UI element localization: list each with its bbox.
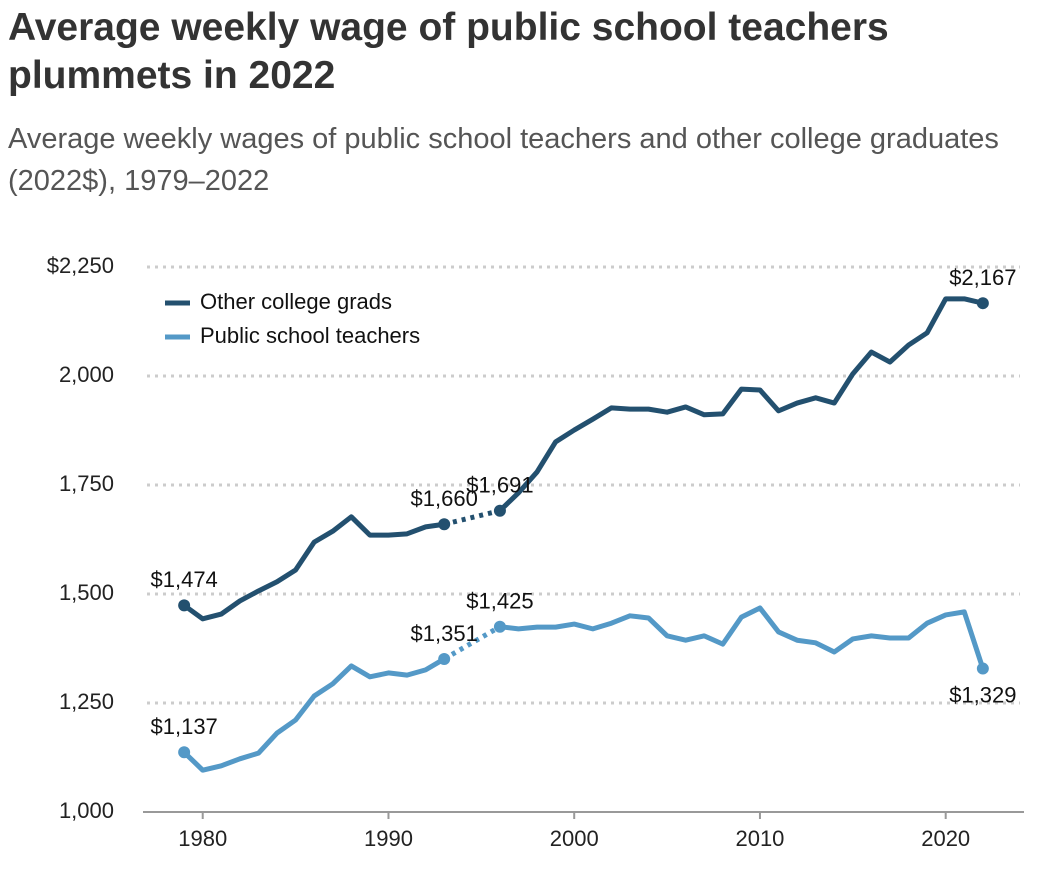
x-tick-label: 2000 [550, 826, 599, 851]
data-label: $1,137 [151, 714, 218, 739]
legend-label: Public school teachers [200, 323, 420, 348]
series-line [182, 296, 984, 622]
x-tick-label: 1980 [178, 826, 227, 851]
data-label: $2,167 [949, 265, 1016, 290]
data-label: $1,351 [411, 621, 478, 646]
x-tick-label: 2020 [921, 826, 970, 851]
y-tick-label: $2,250 [47, 253, 114, 278]
chart-subtitle: Average weekly wages of public school te… [8, 123, 999, 197]
data-label: $1,474 [151, 567, 218, 592]
point-marker [976, 662, 989, 675]
y-tick-label: 1,500 [59, 580, 114, 605]
point-marker [438, 652, 451, 665]
y-tick-label: 1,000 [59, 798, 114, 823]
x-tick-label: 1990 [364, 826, 413, 851]
x-tick-label: 2010 [735, 826, 784, 851]
chart-title: Average weekly wage of public school tea… [8, 6, 889, 97]
point-marker [178, 746, 191, 759]
data-label: $1,329 [949, 682, 1016, 707]
y-tick-label: 2,000 [59, 362, 114, 387]
y-tick-label: 1,250 [59, 689, 114, 714]
gap-connector [443, 508, 501, 527]
y-tick-label: 1,750 [59, 471, 114, 496]
point-marker [493, 504, 506, 517]
data-label: $1,691 [466, 473, 533, 498]
data-label: $1,425 [466, 589, 533, 614]
point-marker [438, 518, 451, 531]
data-label: $1,660 [411, 486, 478, 511]
point-marker [976, 297, 989, 310]
point-marker [178, 599, 191, 612]
point-marker [493, 620, 506, 633]
legend-label: Other college grads [200, 289, 392, 314]
gap-connector [442, 624, 502, 662]
series-line [182, 605, 986, 773]
